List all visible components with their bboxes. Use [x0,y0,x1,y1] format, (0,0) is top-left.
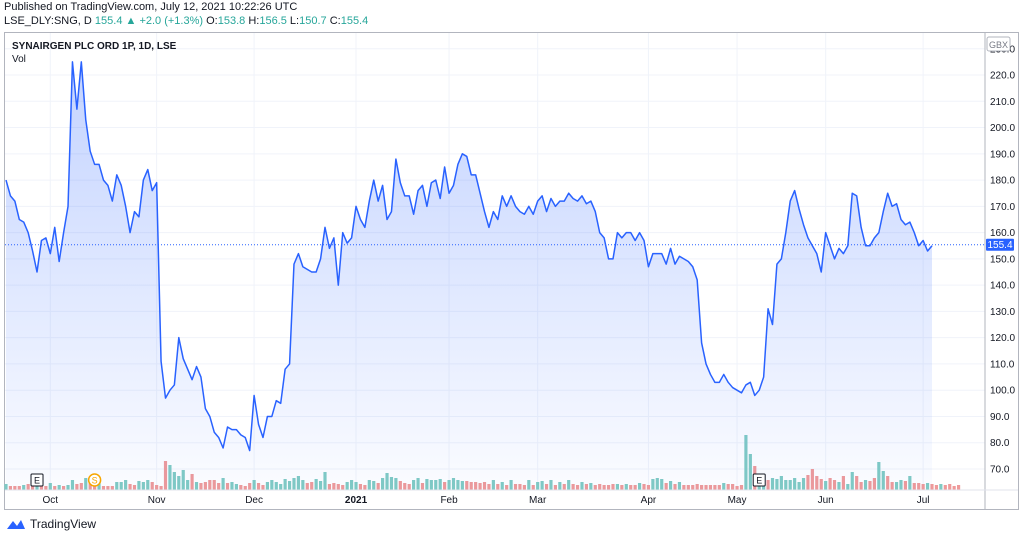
y-tick-label: 100.0 [990,386,1015,397]
instrument-name: SYNAIRGEN PLC ORD 1P, 1D, LSE [12,41,177,52]
y-tick-label: 200.0 [990,123,1015,134]
footer-brand[interactable]: TradingView [6,517,96,531]
x-tick-label: Mar [529,495,547,506]
x-tick-label: Dec [245,495,263,506]
x-tick-label: May [728,495,747,506]
volume-bar [952,486,956,490]
earnings-marker-label: E [756,476,762,486]
y-tick-label: 90.0 [990,412,1010,423]
time-axis: Oct Nov Dec 2021 Feb Mar Apr May Jun Jul [43,495,930,506]
price-change: +2.0 (+1.3%) [139,15,204,27]
price-line [5,61,933,452]
y-tick-label: 120.0 [990,333,1015,344]
earnings-marker-label: E [34,476,40,486]
y-tick-label: 220.0 [990,71,1015,82]
volume-legend: Vol [12,54,26,65]
y-tick-label: 110.0 [990,359,1015,370]
y-tick-label: 190.0 [990,149,1015,160]
volume-bar [934,485,939,490]
y-tick-label: 210.0 [990,97,1015,108]
low-label: L: [289,15,300,27]
x-tick-label: Oct [43,495,59,506]
high-value: 156.5 [259,15,287,27]
up-arrow-icon: ▲ [125,15,137,27]
last-price-tag-text: 155.4 [987,240,1012,251]
x-tick-label: Feb [440,495,458,506]
volume-bar [939,484,943,490]
y-tick-label: 170.0 [990,202,1015,213]
volume-bar [943,485,947,490]
x-tick-label: Nov [148,495,166,506]
currency-badge: GBX [986,36,1011,52]
x-tick-label: Jun [818,495,834,506]
chart-frame [4,32,1019,510]
ohlc-readout: LSE_DLY:SNG, D 155.4 ▲ +2.0 (+1.3%) O:15… [4,15,368,27]
price-area-fill [6,61,932,490]
earnings-marker-icon[interactable] [752,473,766,487]
dividend-marker-label: S [92,476,98,486]
symbol-label: LSE_DLY:SNG, D [4,15,92,27]
earnings-marker-icon[interactable] [30,473,44,487]
currency-label: GBX [989,40,1008,50]
close-value: 155.4 [340,15,369,27]
tradingview-logo-icon [7,520,25,529]
high-label: H: [248,15,260,27]
y-tick-label: 80.0 [990,438,1010,449]
open-label: O: [206,15,218,27]
y-tick-label: 160.0 [990,228,1015,239]
volume-bar [956,485,961,490]
x-tick-label: 2021 [345,495,368,506]
volume-bar [948,484,952,490]
brand-label: TradingView [30,517,97,531]
open-value: 153.8 [217,15,246,27]
close-label: C: [329,15,341,27]
x-tick-label: Apr [641,495,657,506]
y-tick-label: 140.0 [990,281,1015,292]
price-axis: 70.0 80.0 90.0 100.0 110.0 120.0 130.0 140.0 150… [5,33,1018,509]
low-value: 150.7 [299,15,327,27]
last-price-tag: 155.4 [986,238,1014,251]
y-tick-label: 70.0 [990,464,1010,475]
y-tick-label: 130.0 [990,307,1015,318]
y-tick-label: 150.0 [990,254,1015,265]
published-note: Published on TradingView.com, July 12, 2… [4,1,298,13]
dividend-marker-icon[interactable] [87,473,102,487]
last-price: 155.4 [94,15,123,27]
y-tick-label: 180.0 [990,176,1015,187]
x-tick-label: Jul [917,495,930,506]
